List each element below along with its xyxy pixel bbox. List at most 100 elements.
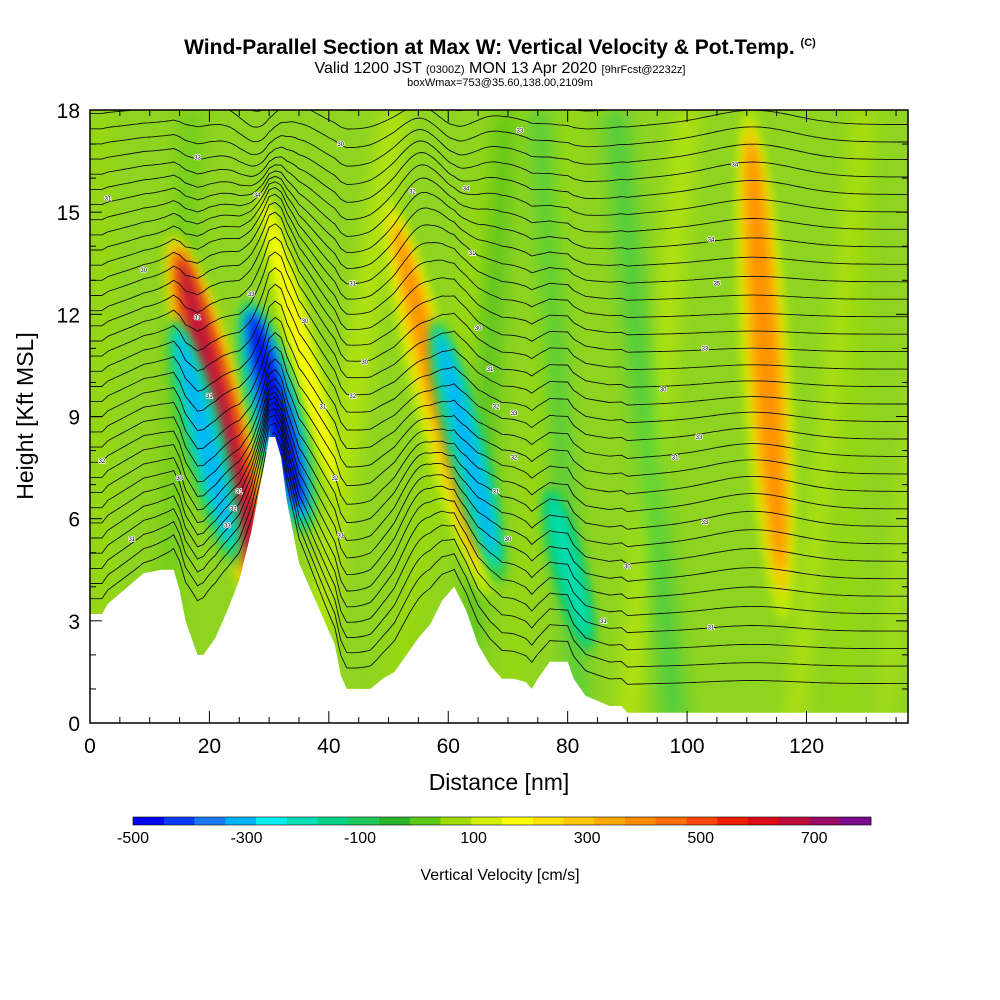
isentrope-line (90, 358, 908, 513)
isentrope-label: 34 (732, 162, 739, 168)
colorbar-swatch (778, 817, 810, 825)
isentrope-line (90, 211, 908, 336)
isentrope-label: 33 (511, 411, 518, 417)
isentrope-line (90, 385, 908, 565)
isentrope-label: 31 (206, 394, 213, 400)
isentrope-label: 34 (254, 193, 261, 199)
title-main: Wind-Parallel Section at Max W: Vertical… (184, 36, 795, 59)
x-axis-label: Distance [nm] (429, 769, 570, 795)
terrain (90, 436, 908, 723)
y-tick-label: 9 (68, 407, 80, 430)
isentrope-label: 30 (337, 142, 344, 148)
isentrope-line (90, 414, 908, 651)
valid-date: MON 13 Apr 2020 (469, 60, 598, 77)
isentrope-line (90, 164, 908, 221)
isentrope-line (90, 129, 908, 167)
isentrope-line (90, 67, 908, 94)
colorbar-tick-label: 500 (687, 830, 714, 847)
velocity-streak (603, 110, 688, 723)
x-tick-label: 60 (437, 735, 460, 758)
isentrope-line (90, 316, 908, 459)
isentrope-label: 33 (702, 520, 709, 526)
x-tick-label: 20 (198, 735, 221, 758)
colorbar-swatch (409, 817, 441, 825)
isentrope-label: 35 (714, 282, 721, 288)
updraft-plume (746, 141, 785, 570)
downdraft-plume (176, 332, 233, 542)
isentrope-label: 32 (230, 506, 237, 512)
isentrope-line (90, 283, 908, 424)
updraft-plume (264, 202, 336, 481)
isentrope-line (90, 402, 908, 617)
isentrope-line (90, 368, 908, 530)
isentrope-line (90, 345, 908, 495)
isentrope-label: 31 (128, 537, 135, 543)
velocity-streak (879, 427, 908, 723)
colorbar-swatch (717, 817, 749, 825)
isentrope-label: 31 (487, 367, 494, 373)
isentrope-line (90, 175, 908, 254)
isentrope-line (90, 377, 908, 548)
colorbar-tick-label: -300 (231, 830, 263, 847)
colorbar-swatch (317, 817, 349, 825)
colorbar-tick-label: 300 (574, 830, 601, 847)
isentrope-line (90, 251, 908, 388)
colorbar-swatch (379, 817, 411, 825)
isentrope-line (90, 236, 908, 371)
y-tick-label: 15 (57, 202, 80, 225)
isentrope-line (90, 186, 908, 285)
colorbar-swatch (840, 817, 872, 825)
y-tick-label: 12 (57, 304, 80, 327)
colorbar-swatch (348, 817, 380, 825)
isentrope-label: 32 (331, 476, 338, 482)
colorbar-swatch (594, 817, 626, 825)
isentrope-label: 32 (493, 404, 500, 410)
isentrope-line (250, 110, 615, 112)
isentrope-label: 32 (99, 459, 106, 465)
colorbar-swatch (748, 817, 780, 825)
colorbar-swatch (194, 817, 226, 825)
x-tick-label: 120 (789, 735, 824, 758)
velocity-streak (834, 110, 871, 723)
isentrope-label: 32 (409, 190, 416, 196)
isentrope-label: 30 (505, 537, 512, 543)
isentrope-labels: 32 31 31 30 30 33 31 31 33 32 31 33 34 30 31 32 30 31 32 31… (98, 128, 740, 633)
colorbar-frame (132, 816, 872, 826)
y-tick-label: 18 (57, 100, 80, 123)
x-tick-label: 80 (556, 735, 579, 758)
isentrope-label: 31 (493, 489, 500, 495)
isentrope-label: 33 (702, 346, 709, 352)
title-copyright: (C) (800, 37, 816, 49)
isentrope-line (90, 117, 908, 149)
forecast-info: [9hrFcst@2232z] (601, 64, 686, 76)
isentrope-line (90, 431, 908, 685)
terrain-mask (90, 436, 908, 723)
isentrope-line (90, 267, 908, 406)
x-tick-label: 0 (84, 735, 96, 758)
colorbar-tick-label: 700 (801, 830, 828, 847)
colorbar-swatch (163, 817, 195, 825)
isentrope-line (90, 152, 908, 203)
isentrope-label: 30 (302, 319, 309, 325)
isentrope-line (90, 331, 908, 477)
colorbar-tick-label: -500 (117, 830, 149, 847)
isentrope-line (90, 300, 908, 442)
isentrope-line (90, 140, 908, 185)
isentrope-label: 34 (708, 237, 715, 243)
isentrope-line (90, 181, 908, 269)
isentrope-label: 30 (475, 326, 482, 332)
colorbar-swatch (256, 817, 288, 825)
isentrope-label: 30 (624, 564, 631, 570)
valid-prefix: Valid 1200 JST (314, 60, 422, 77)
y-tick-label: 6 (68, 509, 80, 532)
colorbar-swatch (686, 817, 718, 825)
isentrope-label: 32 (349, 394, 356, 400)
colorbar-swatch (471, 817, 503, 825)
isentrope-line (90, 201, 908, 319)
isentrope-line (90, 47, 908, 78)
colorbar-swatch (225, 817, 257, 825)
colorbar-swatch (502, 817, 534, 825)
isentrope-label: 31 (600, 619, 607, 625)
isentrope-label: 31 (105, 197, 112, 203)
